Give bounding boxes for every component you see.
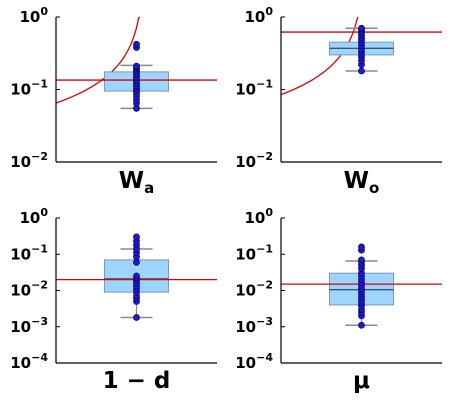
y-tick-label: 10−3 — [235, 315, 273, 336]
x-axis-label: Wo — [344, 168, 380, 197]
panel-mu: 10−4 10−3 10−2 10−1 100 μ — [235, 206, 442, 394]
y-tick-label: 100 — [244, 5, 273, 26]
data-point — [358, 321, 365, 329]
y-tick-label: 10−2 — [10, 150, 48, 171]
data-point — [133, 314, 140, 321]
y-tick-label: 10−1 — [10, 78, 48, 99]
y-tick-label: 100 — [244, 206, 273, 227]
y-tick-label: 10−1 — [235, 242, 273, 263]
data-point — [133, 40, 140, 48]
data-point — [358, 243, 365, 251]
y-tick-label: 10−4 — [10, 351, 48, 372]
data-point — [133, 272, 140, 280]
y-tick-label: 100 — [19, 5, 48, 26]
data-point — [358, 24, 365, 32]
panel-wa: 10−2 10−1 100 Wa — [10, 5, 217, 197]
fit-curve — [55, 16, 141, 104]
y-tick-label: 10−1 — [10, 242, 48, 263]
y-tick-label: 10−2 — [235, 150, 273, 171]
y-tick-label: 10−3 — [10, 315, 48, 336]
x-axis-label: 1 − d — [103, 368, 171, 394]
y-tick-label: 10−2 — [235, 279, 273, 300]
data-point — [133, 233, 140, 241]
data-point — [133, 62, 140, 70]
x-axis-label: Wa — [119, 168, 155, 197]
y-tick-label: 10−2 — [10, 279, 48, 300]
y-tick-label: 10−4 — [235, 351, 273, 372]
data-point — [358, 256, 365, 264]
y-tick-label: 100 — [19, 206, 48, 227]
data-point — [358, 67, 365, 75]
panel-wo: 10−2 10−1 100 Wo — [235, 5, 442, 197]
panel-one-minus-d: 10−4 10−3 10−2 10−1 100 1 − d — [10, 206, 217, 394]
y-tick-label: 10−1 — [235, 78, 273, 99]
x-axis-label: μ — [353, 368, 370, 394]
